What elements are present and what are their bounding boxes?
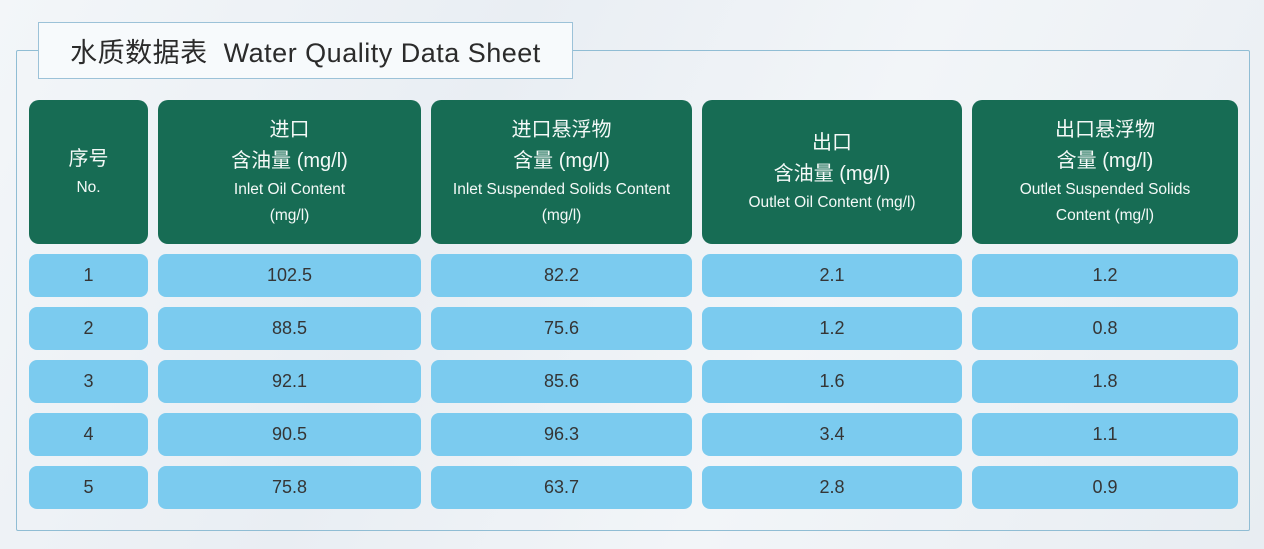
header-label-en: Content (mg/l) <box>1055 207 1155 224</box>
table-cell: 2 <box>29 307 148 350</box>
content-frame: 序号 No. 进口 含油量 (mg/l) Inlet Oil Content (… <box>16 50 1250 531</box>
table-cell: 1.2 <box>702 307 962 350</box>
table-cell: 0.8 <box>972 307 1238 350</box>
table-cell: 90.5 <box>158 413 421 456</box>
table-cell: 1 <box>29 254 148 297</box>
table-cell: 2.8 <box>702 466 962 509</box>
header-label-en: Inlet Suspended Solids Content <box>452 181 671 198</box>
table-cell: 5 <box>29 466 148 509</box>
table-cell: 3 <box>29 360 148 403</box>
header-label-zh: 含量 (mg/l) <box>1056 150 1154 172</box>
header-label-zh: 含油量 (mg/l) <box>773 163 891 185</box>
header-label-zh: 含油量 (mg/l) <box>231 150 348 172</box>
table-cell: 75.8 <box>158 466 421 509</box>
page-title: 水质数据表 Water Quality Data Sheet <box>38 22 573 79</box>
table-cell: 3.4 <box>702 413 962 456</box>
page-title-text: 水质数据表 Water Quality Data Sheet <box>70 38 541 68</box>
header-label-zh: 序号 <box>68 147 109 170</box>
header-label-en: No. <box>76 178 101 196</box>
header-label-zh: 含量 (mg/l) <box>513 150 610 172</box>
table-cell: 1.1 <box>972 413 1238 456</box>
column-header-inlet-oil: 进口 含油量 (mg/l) Inlet Oil Content (mg/l) <box>158 100 421 244</box>
header-label-zh: 出口悬浮物 <box>1055 119 1155 141</box>
header-label-en: Inlet Oil Content <box>233 181 346 198</box>
table-cell: 1.6 <box>702 360 962 403</box>
header-label-en: (mg/l) <box>541 207 582 224</box>
table-cell: 102.5 <box>158 254 421 297</box>
header-label-en: (mg/l) <box>269 207 310 224</box>
column-header-no: 序号 No. <box>29 100 148 244</box>
table-cell: 1.2 <box>972 254 1238 297</box>
table-cell: 63.7 <box>431 466 692 509</box>
table-cell: 0.9 <box>972 466 1238 509</box>
table-cell: 92.1 <box>158 360 421 403</box>
header-label-en: Outlet Suspended Solids <box>1019 181 1191 198</box>
table-cell: 4 <box>29 413 148 456</box>
water-quality-table: 序号 No. 进口 含油量 (mg/l) Inlet Oil Content (… <box>29 100 1238 509</box>
header-label-en: Outlet Oil Content (mg/l) <box>748 194 916 211</box>
table-cell: 96.3 <box>431 413 692 456</box>
table-cell: 75.6 <box>431 307 692 350</box>
table-cell: 1.8 <box>972 360 1238 403</box>
header-label-zh: 进口 <box>269 119 310 141</box>
table-cell: 88.5 <box>158 307 421 350</box>
header-label-zh: 出口 <box>812 132 852 154</box>
table-cell: 82.2 <box>431 254 692 297</box>
column-header-inlet-suspended-solids: 进口悬浮物 含量 (mg/l) Inlet Suspended Solids C… <box>431 100 692 244</box>
column-header-outlet-oil: 出口 含油量 (mg/l) Outlet Oil Content (mg/l) <box>702 100 962 244</box>
table-cell: 2.1 <box>702 254 962 297</box>
column-header-outlet-suspended-solids: 出口悬浮物 含量 (mg/l) Outlet Suspended Solids … <box>972 100 1238 244</box>
header-label-zh: 进口悬浮物 <box>511 119 612 141</box>
table-cell: 85.6 <box>431 360 692 403</box>
